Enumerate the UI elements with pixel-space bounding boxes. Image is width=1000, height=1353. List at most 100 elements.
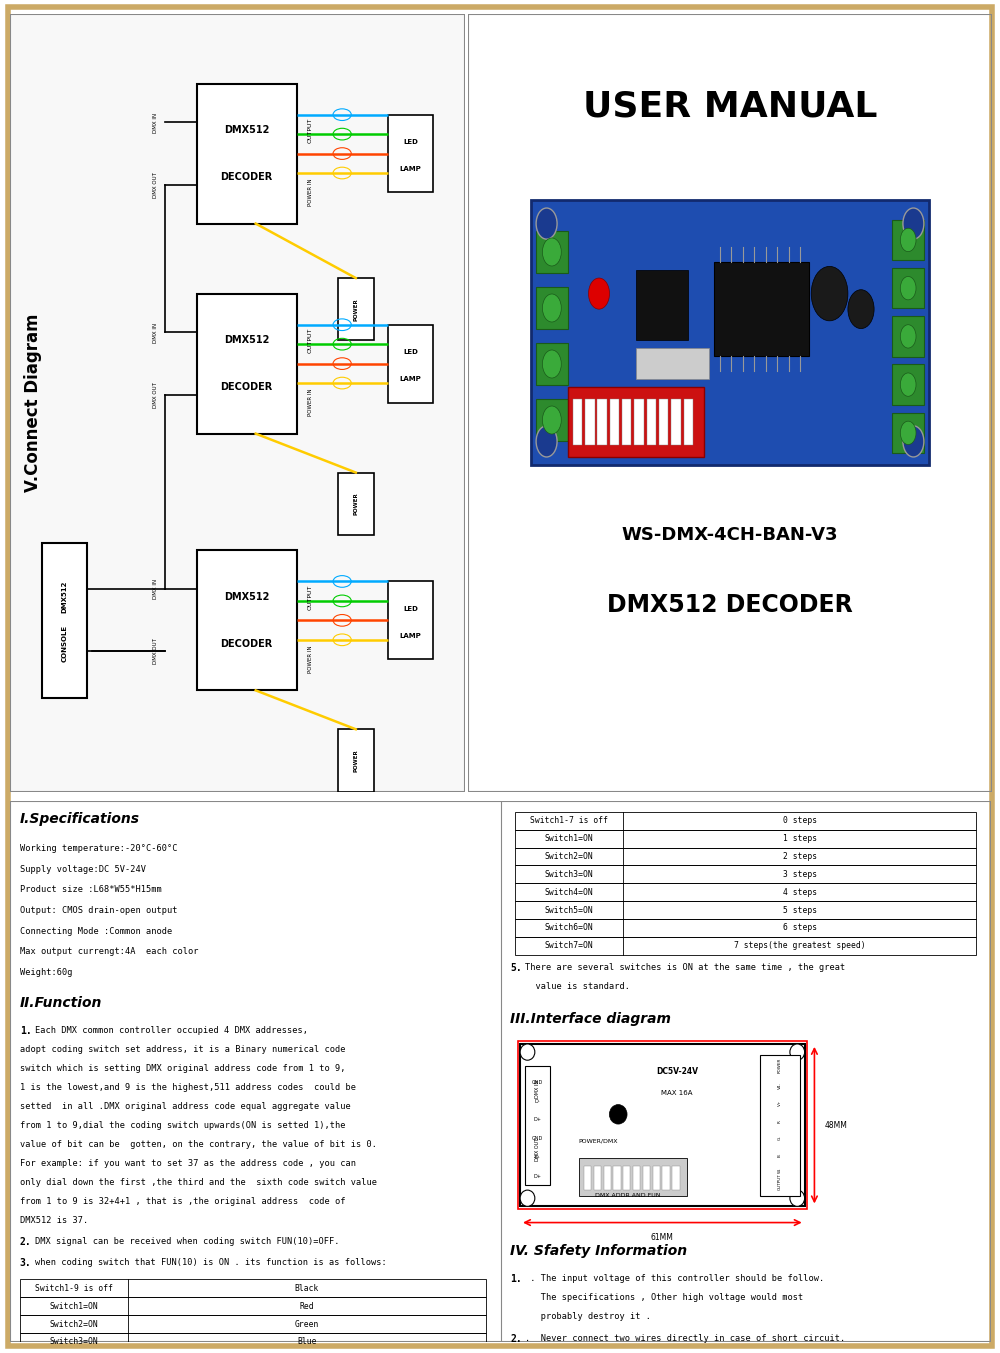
Bar (643, 1166, 650, 1191)
Text: Switch1-9 is off: Switch1-9 is off (35, 1284, 113, 1293)
Circle shape (900, 373, 916, 396)
Text: G-: G- (778, 1135, 782, 1139)
Text: 1 is the lowest,and 9 is the highest,511 address codes  could be: 1 is the lowest,and 9 is the highest,511… (20, 1082, 356, 1092)
Text: Switch6=ON: Switch6=ON (545, 923, 594, 932)
Text: USER MANUAL: USER MANUAL (583, 89, 877, 124)
Text: D-: D- (535, 1099, 540, 1104)
Text: 2.: 2. (510, 1334, 522, 1344)
Circle shape (790, 1191, 805, 1207)
Text: POWER IN: POWER IN (308, 179, 313, 206)
Bar (623, 1166, 630, 1191)
Circle shape (900, 229, 916, 252)
Bar (197, 84, 297, 223)
Text: POWER IN: POWER IN (308, 388, 313, 417)
Circle shape (900, 276, 916, 300)
Text: value is standard.: value is standard. (525, 982, 630, 990)
Bar (197, 551, 297, 690)
Text: Switch1=ON: Switch1=ON (49, 1302, 98, 1311)
Text: III.Interface diagram: III.Interface diagram (510, 1012, 671, 1026)
Bar (515, 884, 976, 901)
Text: setted  in all .DMX original address code equal aggregate value: setted in all .DMX original address code… (20, 1101, 351, 1111)
Bar (662, 1166, 670, 1191)
Text: Green: Green (295, 1319, 319, 1329)
Text: DMX512: DMX512 (62, 580, 68, 613)
Text: OUTPUT: OUTPUT (308, 584, 313, 610)
Bar (760, 1055, 800, 1196)
Text: Switch2=ON: Switch2=ON (545, 852, 594, 861)
Circle shape (811, 267, 848, 321)
Bar (515, 936, 976, 955)
Text: DMX512: DMX512 (224, 336, 269, 345)
Bar (892, 364, 924, 405)
Circle shape (900, 325, 916, 348)
Text: DMX OUT: DMX OUT (153, 172, 158, 198)
Text: OUTPUT: OUTPUT (308, 118, 313, 143)
Text: DMX IN: DMX IN (153, 112, 158, 133)
Text: 6 steps: 6 steps (783, 923, 817, 932)
Bar (671, 399, 681, 445)
Bar (892, 317, 924, 357)
Text: Switch1-7 is off: Switch1-7 is off (530, 816, 608, 825)
Bar (20, 1298, 486, 1315)
Circle shape (542, 406, 561, 434)
Text: LED: LED (403, 606, 418, 612)
Text: DMX512 is 37.: DMX512 is 37. (20, 1215, 88, 1224)
Text: V4-: V4- (778, 1082, 782, 1089)
Bar (515, 847, 976, 866)
Circle shape (903, 426, 924, 457)
Bar (515, 866, 976, 884)
Bar (633, 1166, 640, 1191)
Bar (892, 413, 924, 453)
Bar (197, 294, 297, 433)
Text: Switch1=ON: Switch1=ON (545, 833, 594, 843)
Bar (636, 271, 688, 340)
Text: V.Connect Diagram: V.Connect Diagram (24, 314, 42, 491)
Bar (568, 387, 704, 457)
Circle shape (536, 426, 557, 457)
Bar (610, 399, 619, 445)
Bar (536, 399, 568, 441)
Bar (536, 287, 568, 329)
Bar (604, 1166, 611, 1191)
Text: only dial down the first ,the third and the  sixth code switch value: only dial down the first ,the third and … (20, 1177, 377, 1187)
Bar (338, 729, 374, 792)
Circle shape (536, 208, 557, 239)
Text: V+: V+ (778, 1100, 782, 1107)
Text: value of bit can be  gotten, on the contrary, the value of bit is 0.: value of bit can be gotten, on the contr… (20, 1139, 377, 1149)
Text: DMX OUT: DMX OUT (153, 639, 158, 664)
Circle shape (542, 238, 561, 267)
Bar (525, 1066, 550, 1185)
Text: 61MM: 61MM (651, 1234, 674, 1242)
Text: DMX IN: DMX IN (153, 322, 158, 342)
Bar (585, 399, 595, 445)
Bar (579, 1158, 687, 1196)
Circle shape (542, 294, 561, 322)
Text: 2.: 2. (20, 1237, 32, 1247)
Bar (584, 1166, 591, 1191)
Text: adopt coding switch set address, it is a Binary numerical code: adopt coding switch set address, it is a… (20, 1045, 345, 1054)
Bar (518, 1042, 807, 1210)
Text: .  Never connect two wires directly in case of short circuit.: . Never connect two wires directly in ca… (525, 1334, 845, 1342)
Text: 5 steps: 5 steps (783, 905, 817, 915)
Circle shape (790, 1045, 805, 1061)
Text: POWER: POWER (353, 298, 358, 321)
Bar (20, 1280, 486, 1298)
Circle shape (589, 277, 609, 308)
Text: Red: Red (299, 1302, 314, 1311)
Bar (613, 1166, 621, 1191)
Text: D+: D+ (533, 1174, 541, 1180)
Bar (636, 348, 709, 379)
Text: CONSOLE: CONSOLE (62, 625, 68, 662)
Bar (388, 325, 433, 403)
Text: OUTPUT: OUTPUT (308, 327, 313, 353)
Text: MAX 16A: MAX 16A (661, 1089, 693, 1096)
Bar (684, 399, 693, 445)
Bar (536, 342, 568, 386)
Text: WS-DMX-4CH-BAN-V3: WS-DMX-4CH-BAN-V3 (622, 526, 838, 544)
Text: DMX512: DMX512 (224, 593, 269, 602)
Text: DMX ADDR AND FUN: DMX ADDR AND FUN (595, 1193, 661, 1199)
Text: DMX OUT: DMX OUT (535, 1138, 540, 1161)
Text: DMX512 DECODER: DMX512 DECODER (607, 593, 853, 617)
Text: 0 steps: 0 steps (783, 816, 817, 825)
Text: 3.: 3. (20, 1258, 32, 1268)
